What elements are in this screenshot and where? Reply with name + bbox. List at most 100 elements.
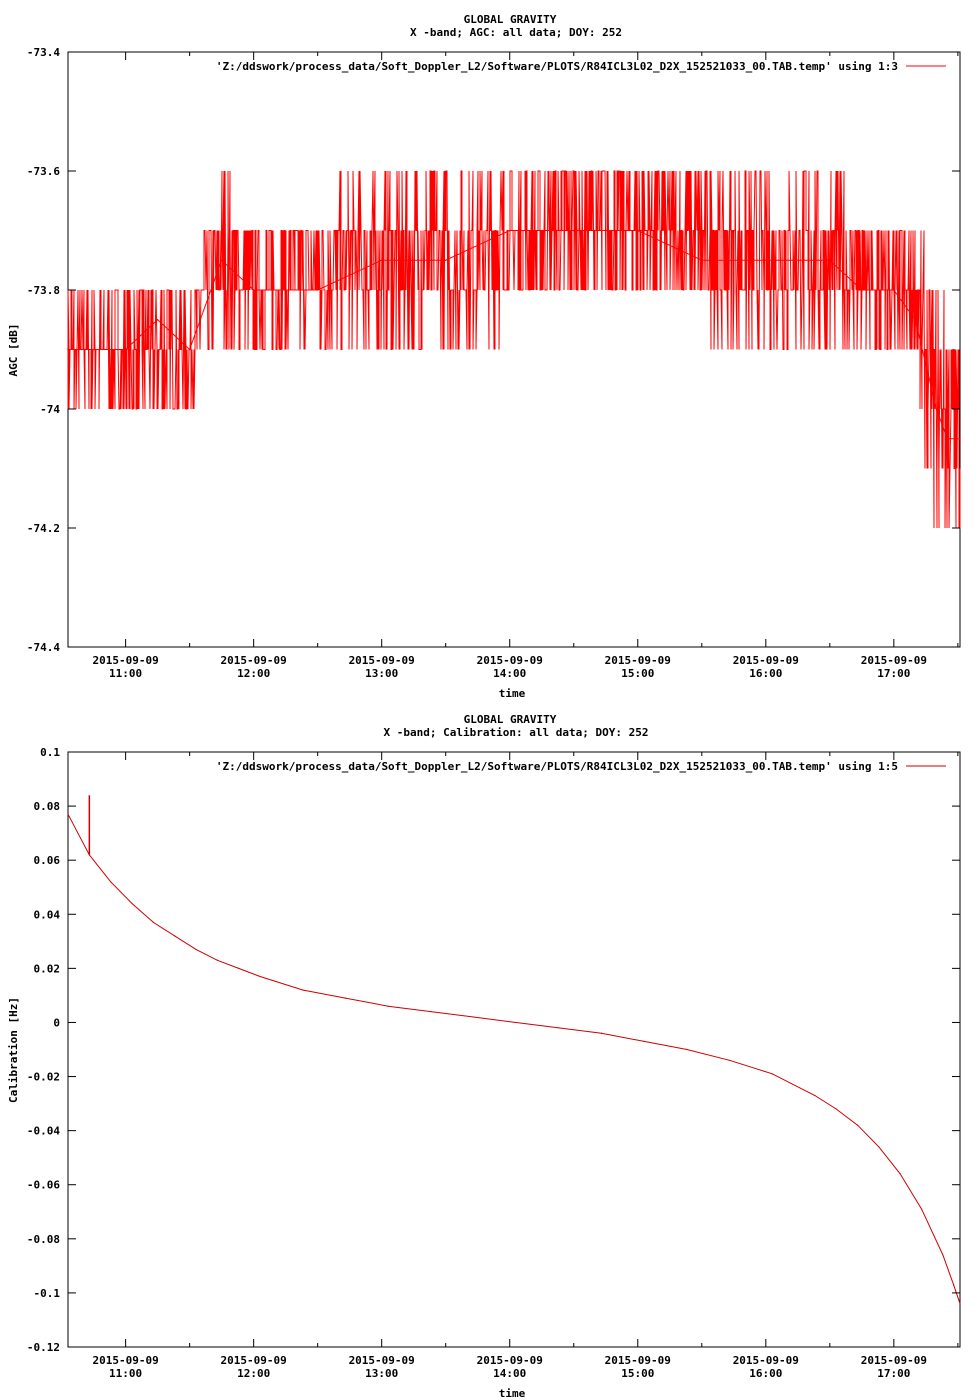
agc-chart-title: GLOBAL GRAVITY xyxy=(464,13,557,26)
cal-data-point xyxy=(959,1303,961,1305)
cal-data-point xyxy=(259,975,261,978)
x-tick-label: 13:00 xyxy=(365,667,398,680)
x-tick-date-label: 2015-09-09 xyxy=(93,1354,159,1367)
x-tick-date-label: 2015-09-09 xyxy=(733,1354,799,1367)
y-tick-label: 0.02 xyxy=(34,962,61,975)
y-tick-label: -73.4 xyxy=(27,46,60,59)
cal-data-point xyxy=(643,1040,645,1042)
x-tick-date-label: 2015-09-09 xyxy=(733,654,799,667)
cal-data-point xyxy=(558,1027,560,1029)
agc-data-point xyxy=(946,437,948,440)
agc-data-point xyxy=(508,229,511,232)
cal-data-point xyxy=(131,902,133,905)
agc-data-point xyxy=(935,408,938,410)
cal-x-axis-label: time xyxy=(499,1387,526,1400)
cal-data-point xyxy=(728,1059,731,1061)
agc-x-axis-label: time xyxy=(499,687,526,700)
agc-data-point xyxy=(636,229,639,232)
cal-data-point xyxy=(835,1108,837,1110)
calibration-chart: GLOBAL GRAVITY X -band; Calibration: all… xyxy=(7,713,961,1400)
y-tick-label: -73.6 xyxy=(27,165,60,178)
agc-data-point xyxy=(156,318,159,321)
agc-data-point xyxy=(700,259,703,262)
y-tick-label: -0.12 xyxy=(27,1341,60,1354)
x-tick-date-label: 2015-09-09 xyxy=(861,654,927,667)
cal-data-point xyxy=(878,1146,880,1148)
y-tick-label: 0.06 xyxy=(34,854,61,867)
x-tick-label: 17:00 xyxy=(877,1367,910,1380)
y-tick-label: -0.06 xyxy=(27,1179,60,1192)
x-tick-date-label: 2015-09-09 xyxy=(349,1354,415,1367)
x-tick-label: 12:00 xyxy=(237,667,270,680)
cal-data-point xyxy=(238,967,240,969)
cal-y-axis-label: Calibration [Hz] xyxy=(7,997,20,1103)
x-tick-date-label: 2015-09-09 xyxy=(861,1354,927,1367)
x-tick-date-label: 2015-09-09 xyxy=(605,654,671,667)
agc-series-line xyxy=(68,230,960,440)
agc-legend-label: 'Z:/ddswork/process_data/Soft_Doppler_L2… xyxy=(216,60,898,73)
y-tick-label: -74.2 xyxy=(27,522,60,535)
agc-data-point xyxy=(765,259,767,262)
cal-data-point xyxy=(344,997,347,999)
x-tick-label: 16:00 xyxy=(749,667,782,680)
cal-data-point xyxy=(387,1005,389,1007)
agc-data-point xyxy=(914,318,916,321)
x-tick-label: 11:00 xyxy=(109,667,142,680)
agc-data-point xyxy=(829,259,831,262)
cal-series-marks xyxy=(67,795,961,1305)
cal-data-point xyxy=(216,959,218,961)
cal-x-axis: 2015-09-0911:002015-09-0912:002015-09-09… xyxy=(93,752,959,1380)
cal-data-point xyxy=(942,1254,944,1256)
cal-series-line xyxy=(67,813,961,1304)
cal-data-point xyxy=(814,1094,816,1097)
cal-data-point xyxy=(771,1073,773,1075)
y-tick-label: -0.08 xyxy=(27,1233,60,1246)
cal-data-point xyxy=(856,1124,859,1126)
x-tick-label: 15:00 xyxy=(621,1367,654,1380)
agc-data-point xyxy=(220,259,223,262)
cal-data-point xyxy=(67,813,69,815)
cal-chart-title: GLOBAL GRAVITY xyxy=(464,713,557,726)
cal-data-point xyxy=(600,1032,603,1034)
cal-plot-frame xyxy=(67,751,961,1348)
agc-y-axis: -73.4 -73.6 -73.8 -74 -74.2 -74.4 xyxy=(27,46,960,654)
x-tick-date-label: 2015-09-09 xyxy=(221,654,287,667)
agc-data-point xyxy=(861,289,863,291)
agc-data-point xyxy=(444,259,447,262)
x-tick-date-label: 2015-09-09 xyxy=(349,654,415,667)
cal-data-point xyxy=(174,935,176,937)
cal-chart-subtitle: X -band; Calibration: all data; DOY: 252 xyxy=(384,726,649,739)
x-tick-label: 12:00 xyxy=(237,1367,270,1380)
agc-data-point xyxy=(92,348,95,351)
x-tick-label: 17:00 xyxy=(877,667,910,680)
agc-y-axis-label: AGC [dB] xyxy=(7,324,20,377)
cal-legend-label: 'Z:/ddswork/process_data/Soft_Doppler_L2… xyxy=(216,760,898,773)
x-tick-label: 14:00 xyxy=(493,667,526,680)
agc-data-point xyxy=(252,289,255,291)
agc-data-point xyxy=(67,348,69,351)
x-tick-label: 13:00 xyxy=(365,1367,398,1380)
agc-chart: GLOBAL GRAVITY X -band; AGC: all data; D… xyxy=(7,13,961,700)
agc-data-point xyxy=(572,229,575,232)
x-tick-date-label: 2015-09-09 xyxy=(605,1354,671,1367)
cal-data-point xyxy=(920,1208,923,1210)
cal-data-point xyxy=(899,1173,901,1175)
y-tick-label: -73.8 xyxy=(27,284,60,297)
cal-data-point xyxy=(430,1011,432,1013)
agc-data-point xyxy=(124,348,127,351)
cal-data-point xyxy=(686,1048,688,1051)
agc-data-point xyxy=(380,259,383,262)
agc-data-point xyxy=(893,289,895,291)
agc-data-point xyxy=(316,289,319,291)
x-tick-label: 14:00 xyxy=(493,1367,526,1380)
y-tick-label: -0.04 xyxy=(27,1125,60,1138)
y-tick-label: 0.08 xyxy=(34,800,61,813)
cal-data-point xyxy=(152,921,154,923)
x-tick-label: 16:00 xyxy=(749,1367,782,1380)
cal-y-axis: 0.1 0.08 0.06 0.04 0.02 0 -0.02 -0.04 -0.06 -0.08… xyxy=(27,746,960,1354)
cal-data-point xyxy=(110,881,112,883)
y-tick-label: -0.02 xyxy=(27,1071,60,1084)
agc-data-point xyxy=(188,348,191,351)
x-tick-label: 11:00 xyxy=(109,1367,142,1380)
